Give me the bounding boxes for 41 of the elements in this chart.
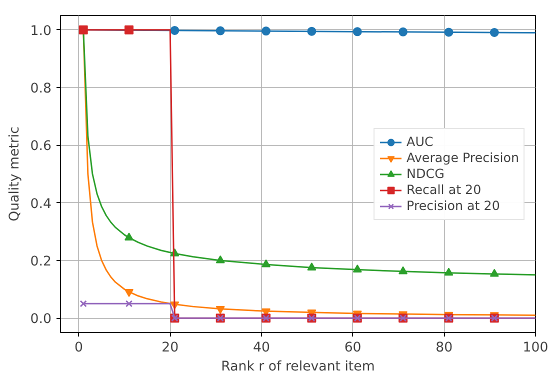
legend-label: NDCG <box>406 166 444 182</box>
point <box>170 26 180 35</box>
x-tick-label: 40 <box>252 340 270 356</box>
x-axis-title: Rank r of relevant item <box>221 360 375 374</box>
legend-label: Recall at 20 <box>406 182 482 198</box>
y-tick-label: 0.2 <box>30 254 52 270</box>
legend-label: Precision at 20 <box>406 198 500 214</box>
x-tick-label: 80 <box>436 340 453 356</box>
x-tick-label: 20 <box>162 340 179 356</box>
point <box>216 255 225 264</box>
point <box>352 27 362 36</box>
point <box>125 300 133 308</box>
x-tick-label: 60 <box>344 340 362 356</box>
point <box>124 232 134 240</box>
y-tick-label: 1.0 <box>30 24 52 39</box>
point <box>307 26 316 36</box>
point <box>80 300 87 308</box>
y-tick-label: 0.8 <box>30 82 52 97</box>
point <box>490 28 499 37</box>
x-tick-label: 0 <box>74 340 84 356</box>
legend-label: Average Precision <box>406 150 519 166</box>
point <box>490 268 499 277</box>
point <box>124 289 134 297</box>
point <box>398 266 408 274</box>
y-axis-title: Quality metric <box>7 126 22 222</box>
y-tick-label: 0.4 <box>30 196 52 212</box>
y-tick-label: 0.0 <box>30 312 52 328</box>
point <box>444 28 454 37</box>
y-tick-label: 0.6 <box>30 139 52 154</box>
point <box>78 25 88 34</box>
point <box>307 262 316 270</box>
point <box>124 25 134 34</box>
point <box>398 27 408 36</box>
legend-label: AUC <box>406 134 434 150</box>
point <box>444 268 454 276</box>
point <box>262 259 271 268</box>
point <box>262 26 271 36</box>
point <box>216 26 225 36</box>
point <box>216 306 225 314</box>
point <box>352 264 362 272</box>
x-tick-label: 100 <box>522 340 548 356</box>
